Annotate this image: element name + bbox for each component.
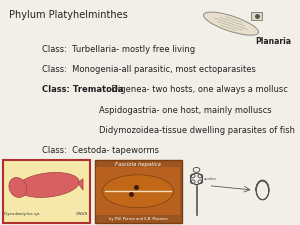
Ellipse shape <box>17 173 79 197</box>
Text: Planaria: Planaria <box>255 37 291 46</box>
FancyBboxPatch shape <box>94 160 182 223</box>
Text: by P.W. Prance and S.B. Mosman: by P.W. Prance and S.B. Mosman <box>109 217 167 221</box>
Ellipse shape <box>203 12 259 35</box>
Ellipse shape <box>9 178 27 198</box>
Text: scolex: scolex <box>204 177 217 181</box>
FancyBboxPatch shape <box>251 12 262 20</box>
FancyBboxPatch shape <box>96 166 180 215</box>
Text: Class:  Cestoda- tapeworms: Class: Cestoda- tapeworms <box>42 146 159 155</box>
Text: Didymozoidea-tissue dwelling parasites of fish: Didymozoidea-tissue dwelling parasites o… <box>99 126 295 135</box>
Text: Gyrodactylus sp.: Gyrodactylus sp. <box>4 212 41 216</box>
Text: Class:  Monogenia-all parasitic, most ectoparasites: Class: Monogenia-all parasitic, most ect… <box>42 65 256 74</box>
Text: Phylum Platyhelminthes: Phylum Platyhelminthes <box>9 10 128 20</box>
Text: Class:  Turbellaria- mostly free living: Class: Turbellaria- mostly free living <box>42 45 195 54</box>
Polygon shape <box>78 179 83 190</box>
FancyBboxPatch shape <box>3 160 90 223</box>
Text: Fasciola hepatica: Fasciola hepatica <box>115 162 161 166</box>
Text: GNVS: GNVS <box>76 212 88 216</box>
Text: Class: Trematoda: Class: Trematoda <box>42 86 124 94</box>
Text: Aspidogastria- one host, mainly molluscs: Aspidogastria- one host, mainly molluscs <box>99 106 272 115</box>
Text: : Digenea- two hosts, one always a mollusc: : Digenea- two hosts, one always a mollu… <box>106 86 288 94</box>
Ellipse shape <box>102 175 174 208</box>
